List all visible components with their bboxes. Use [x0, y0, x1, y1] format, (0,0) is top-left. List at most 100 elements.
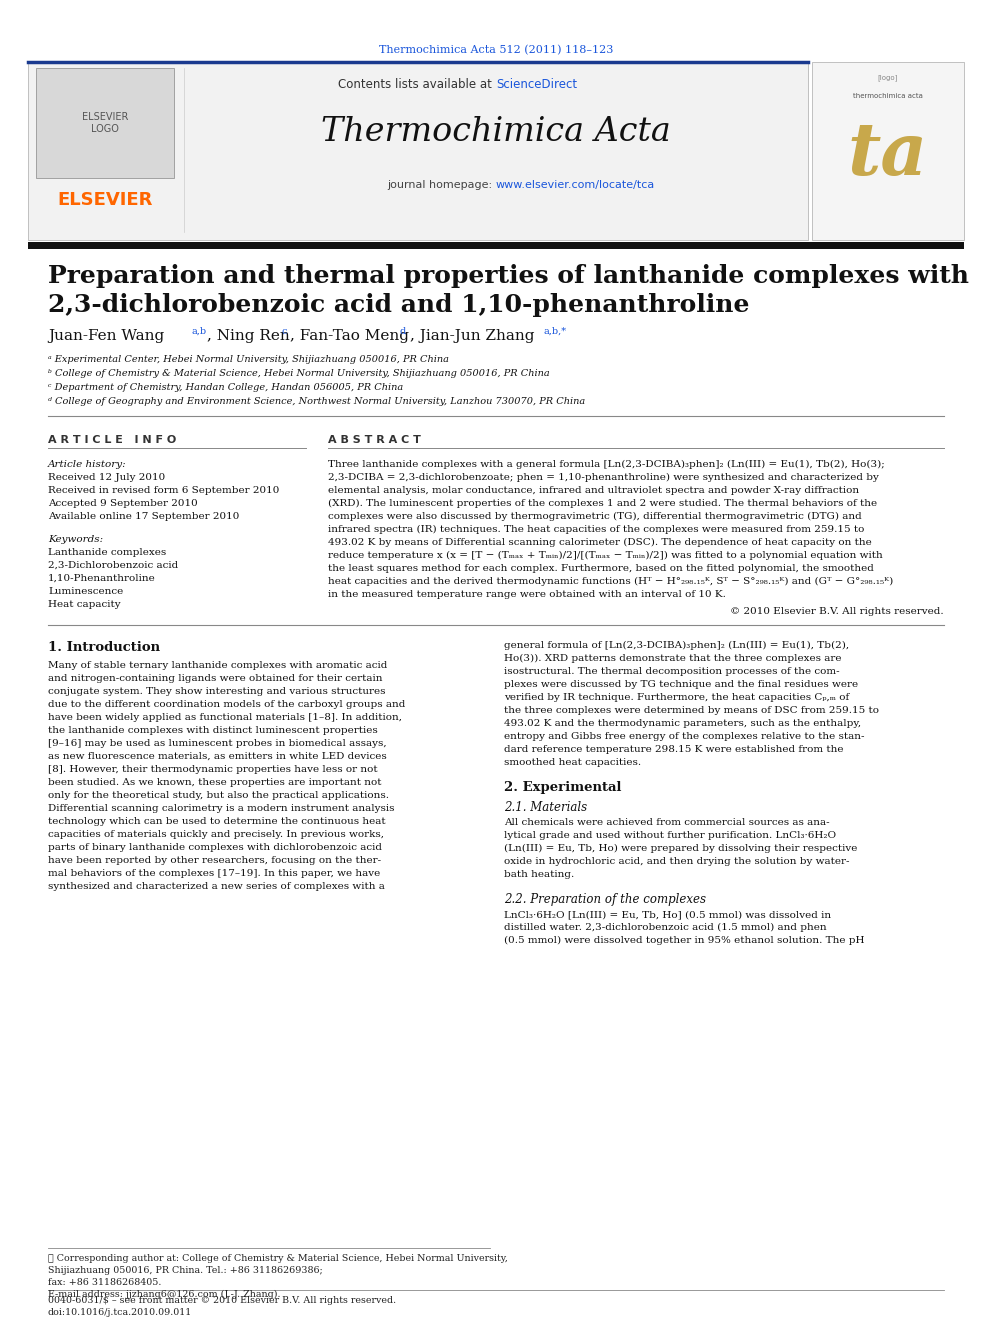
Text: general formula of [Ln(2,3-DCIBA)₃phen]₂ (Ln(III) = Eu(1), Tb(2),: general formula of [Ln(2,3-DCIBA)₃phen]₂… [504, 642, 849, 650]
Text: Ho(3)). XRD patterns demonstrate that the three complexes are: Ho(3)). XRD patterns demonstrate that th… [504, 654, 841, 663]
Text: www.elsevier.com/locate/tca: www.elsevier.com/locate/tca [496, 180, 656, 191]
Bar [36, 67, 174, 179]
Text: ELSEVIER: ELSEVIER [58, 191, 153, 209]
Text: [logo]: [logo] [878, 74, 898, 82]
Text: d: d [400, 327, 407, 336]
Text: lytical grade and used without further purification. LnCl₃·6H₂O: lytical grade and used without further p… [504, 831, 836, 840]
Text: a,b,*: a,b,* [544, 327, 567, 336]
Text: 2,3-DCIBA = 2,3-dichlorobenzoate; phen = 1,10-phenanthroline) were synthesized a: 2,3-DCIBA = 2,3-dichlorobenzoate; phen =… [328, 474, 879, 482]
Text: Available online 17 September 2010: Available online 17 September 2010 [48, 512, 239, 521]
Text: as new fluorescence materials, as emitters in white LED devices: as new fluorescence materials, as emitte… [48, 751, 387, 761]
Text: complexes were also discussed by thermogravimetric (TG), differential thermograv: complexes were also discussed by thermog… [328, 512, 862, 521]
Text: 493.02 K by means of Differential scanning calorimeter (DSC). The dependence of : 493.02 K by means of Differential scanni… [328, 538, 872, 548]
Text: dard reference temperature 298.15 K were established from the: dard reference temperature 298.15 K were… [504, 745, 843, 754]
Text: been studied. As we known, these properties are important not: been studied. As we known, these propert… [48, 778, 382, 787]
Text: Differential scanning calorimetry is a modern instrument analysis: Differential scanning calorimetry is a m… [48, 804, 395, 814]
Text: Keywords:: Keywords: [48, 534, 103, 544]
Text: Shijiazhuang 050016, PR China. Tel.: +86 31186269386;: Shijiazhuang 050016, PR China. Tel.: +86… [48, 1266, 322, 1275]
Text: a,b: a,b [192, 327, 207, 336]
Text: heat capacities and the derived thermodynamic functions (Hᵀ − H°₂₉₈.₁₅ᴷ, Sᵀ − S°: heat capacities and the derived thermody… [328, 577, 893, 586]
Text: elemental analysis, molar conductance, infrared and ultraviolet spectra and powd: elemental analysis, molar conductance, i… [328, 486, 859, 495]
Text: 0040-6031/$ – see front matter © 2010 Elsevier B.V. All rights reserved.: 0040-6031/$ – see front matter © 2010 El… [48, 1297, 396, 1304]
Text: and nitrogen-containing ligands were obtained for their certain: and nitrogen-containing ligands were obt… [48, 673, 383, 683]
Text: due to the different coordination models of the carboxyl groups and: due to the different coordination models… [48, 700, 406, 709]
Text: smoothed heat capacities.: smoothed heat capacities. [504, 758, 641, 767]
Text: 2.1. Materials: 2.1. Materials [504, 800, 587, 814]
Text: Many of stable ternary lanthanide complexes with aromatic acid: Many of stable ternary lanthanide comple… [48, 662, 387, 669]
Text: distilled water. 2,3-dichlorobenzoic acid (1.5 mmol) and phen: distilled water. 2,3-dichlorobenzoic aci… [504, 923, 826, 933]
Text: have been reported by other researchers, focusing on the ther-: have been reported by other researchers,… [48, 856, 381, 865]
Text: fax: +86 31186268405.: fax: +86 31186268405. [48, 1278, 162, 1287]
Text: E-mail address: jjzhang6@126.com (J.-J. Zhang).: E-mail address: jjzhang6@126.com (J.-J. … [48, 1290, 281, 1299]
Text: , Fan-Tao Meng: , Fan-Tao Meng [290, 329, 409, 343]
Text: only for the theoretical study, but also the practical applications.: only for the theoretical study, but also… [48, 791, 389, 800]
Text: , Ning Ren: , Ning Ren [207, 329, 290, 343]
Text: in the measured temperature range were obtained with an interval of 10 K.: in the measured temperature range were o… [328, 590, 726, 599]
Text: A B S T R A C T: A B S T R A C T [328, 435, 421, 445]
Text: (XRD). The luminescent properties of the complexes 1 and 2 were studied. The the: (XRD). The luminescent properties of the… [328, 499, 877, 508]
Text: © 2010 Elsevier B.V. All rights reserved.: © 2010 Elsevier B.V. All rights reserved… [730, 607, 944, 617]
Text: doi:10.1016/j.tca.2010.09.011: doi:10.1016/j.tca.2010.09.011 [48, 1308, 192, 1316]
Text: Preparation and thermal properties of lanthanide complexes with: Preparation and thermal properties of la… [48, 265, 969, 288]
Text: LnCl₃·6H₂O [Ln(III) = Eu, Tb, Ho] (0.5 mmol) was dissolved in: LnCl₃·6H₂O [Ln(III) = Eu, Tb, Ho] (0.5 m… [504, 910, 831, 919]
Bar [28, 62, 808, 239]
Text: oxide in hydrochloric acid, and then drying the solution by water-: oxide in hydrochloric acid, and then dry… [504, 857, 849, 867]
Text: journal homepage:: journal homepage: [387, 180, 496, 191]
Text: (Ln(III) = Eu, Tb, Ho) were prepared by dissolving their respective: (Ln(III) = Eu, Tb, Ho) were prepared by … [504, 844, 857, 853]
Text: Contents lists available at: Contents lists available at [338, 78, 496, 90]
Text: Juan-Fen Wang: Juan-Fen Wang [48, 329, 165, 343]
Text: ScienceDirect: ScienceDirect [496, 78, 577, 90]
Text: ᶜ Department of Chemistry, Handan College, Handan 056005, PR China: ᶜ Department of Chemistry, Handan Colleg… [48, 382, 404, 392]
Text: Lanthanide complexes: Lanthanide complexes [48, 548, 167, 557]
Text: 1. Introduction: 1. Introduction [48, 642, 160, 654]
Text: verified by IR technique. Furthermore, the heat capacities Cₚ,ₘ of: verified by IR technique. Furthermore, t… [504, 693, 849, 703]
Bar [812, 62, 964, 239]
Text: 2. Experimental: 2. Experimental [504, 781, 622, 794]
Text: ⋆ Corresponding author at: College of Chemistry & Material Science, Hebei Normal: ⋆ Corresponding author at: College of Ch… [48, 1254, 508, 1263]
Text: 2,3-dichlorobenzoic acid and 1,10-phenanthroline: 2,3-dichlorobenzoic acid and 1,10-phenan… [48, 292, 750, 318]
Text: All chemicals were achieved from commercial sources as ana-: All chemicals were achieved from commerc… [504, 818, 829, 827]
Text: capacities of materials quickly and precisely. In previous works,: capacities of materials quickly and prec… [48, 830, 384, 839]
Text: Thermochimica Acta: Thermochimica Acta [321, 116, 671, 148]
Text: ᵈ College of Geography and Environment Science, Northwest Normal University, Lan: ᵈ College of Geography and Environment S… [48, 397, 585, 406]
Text: bath heating.: bath heating. [504, 871, 574, 878]
Text: Three lanthanide complexes with a general formula [Ln(2,3-DCIBA)₃phen]₂ (Ln(III): Three lanthanide complexes with a genera… [328, 460, 885, 470]
Text: Received 12 July 2010: Received 12 July 2010 [48, 474, 166, 482]
Text: 1,10-Phenanthroline: 1,10-Phenanthroline [48, 574, 156, 583]
Text: reduce temperature x (x = [T − (Tₘₐₓ + Tₘᵢₙ)/2]/[(Tₘₐₓ − Tₘᵢₙ)/2]) was fitted to: reduce temperature x (x = [T − (Tₘₐₓ + T… [328, 550, 883, 560]
Text: the three complexes were determined by means of DSC from 259.15 to: the three complexes were determined by m… [504, 706, 879, 714]
Text: conjugate system. They show interesting and various structures: conjugate system. They show interesting … [48, 687, 386, 696]
Text: A R T I C L E   I N F O: A R T I C L E I N F O [48, 435, 177, 445]
Text: the least squares method for each complex. Furthermore, based on the fitted poly: the least squares method for each comple… [328, 564, 874, 573]
Text: the lanthanide complexes with distinct luminescent properties: the lanthanide complexes with distinct l… [48, 726, 378, 736]
Text: (0.5 mmol) were dissolved together in 95% ethanol solution. The pH: (0.5 mmol) were dissolved together in 95… [504, 935, 864, 945]
Text: plexes were discussed by TG technique and the final residues were: plexes were discussed by TG technique an… [504, 680, 858, 689]
Text: c: c [281, 327, 287, 336]
Text: Luminescence: Luminescence [48, 587, 123, 595]
Text: Article history:: Article history: [48, 460, 127, 468]
Text: isostructural. The thermal decomposition processes of the com-: isostructural. The thermal decomposition… [504, 667, 839, 676]
Text: thermochimica acta: thermochimica acta [853, 93, 923, 99]
Text: ta: ta [848, 119, 929, 191]
Text: synthesized and characterized a new series of complexes with a: synthesized and characterized a new seri… [48, 882, 385, 890]
Text: ᵃ Experimental Center, Hebei Normal University, Shijiazhuang 050016, PR China: ᵃ Experimental Center, Hebei Normal Univ… [48, 355, 449, 364]
Text: 493.02 K and the thermodynamic parameters, such as the enthalpy,: 493.02 K and the thermodynamic parameter… [504, 718, 861, 728]
Bar [28, 242, 964, 249]
Text: infrared spectra (IR) techniques. The heat capacities of the complexes were meas: infrared spectra (IR) techniques. The he… [328, 525, 864, 534]
Text: 2,3-Dichlorobenzoic acid: 2,3-Dichlorobenzoic acid [48, 561, 179, 570]
Text: [9–16] may be used as luminescent probes in biomedical assays,: [9–16] may be used as luminescent probes… [48, 740, 387, 747]
Text: 2.2. Preparation of the complexes: 2.2. Preparation of the complexes [504, 893, 706, 906]
Text: ᵇ College of Chemistry & Material Science, Hebei Normal University, Shijiazhuang: ᵇ College of Chemistry & Material Scienc… [48, 369, 550, 377]
Text: mal behaviors of the complexes [17–19]. In this paper, we have: mal behaviors of the complexes [17–19]. … [48, 869, 380, 878]
Text: [8]. However, their thermodynamic properties have less or not: [8]. However, their thermodynamic proper… [48, 765, 378, 774]
Text: parts of binary lanthanide complexes with dichlorobenzoic acid: parts of binary lanthanide complexes wit… [48, 843, 382, 852]
Text: technology which can be used to determine the continuous heat: technology which can be used to determin… [48, 818, 386, 826]
Text: Accepted 9 September 2010: Accepted 9 September 2010 [48, 499, 197, 508]
Text: ELSEVIER
LOGO: ELSEVIER LOGO [81, 112, 128, 134]
Text: , Jian-Jun Zhang: , Jian-Jun Zhang [410, 329, 535, 343]
Text: Thermochimica Acta 512 (2011) 118–123: Thermochimica Acta 512 (2011) 118–123 [379, 45, 613, 56]
Text: Heat capacity: Heat capacity [48, 601, 121, 609]
Text: entropy and Gibbs free energy of the complexes relative to the stan-: entropy and Gibbs free energy of the com… [504, 732, 864, 741]
Text: Received in revised form 6 September 2010: Received in revised form 6 September 201… [48, 486, 280, 495]
Text: have been widely applied as functional materials [1–8]. In addition,: have been widely applied as functional m… [48, 713, 402, 722]
